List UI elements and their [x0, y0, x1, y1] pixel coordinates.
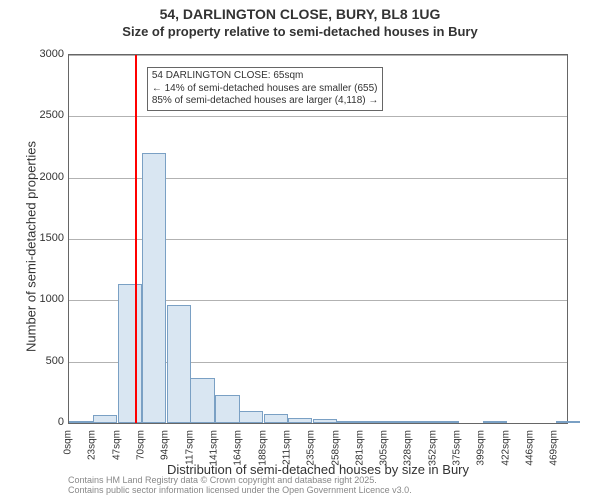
histogram-bar — [385, 421, 409, 423]
histogram-bar — [483, 421, 507, 423]
histogram-bar — [93, 415, 117, 423]
x-tick-label: 94sqm — [160, 430, 171, 460]
histogram-bar — [118, 284, 142, 423]
y-tick-label: 2500 — [34, 109, 64, 121]
annotation-box: 54 DARLINGTON CLOSE: 65sqm← 14% of semi-… — [147, 67, 384, 111]
x-tick-label: 258sqm — [330, 430, 341, 466]
histogram-bar — [264, 414, 288, 423]
x-tick-label: 446sqm — [525, 430, 536, 466]
histogram-bar — [337, 421, 361, 423]
x-tick-label: 281sqm — [354, 430, 365, 466]
property-marker-line — [135, 55, 137, 423]
plot-area: 54 DARLINGTON CLOSE: 65sqm← 14% of semi-… — [68, 54, 568, 424]
chart-subtitle: Size of property relative to semi-detach… — [0, 24, 600, 39]
y-tick-label: 500 — [34, 355, 64, 367]
histogram-bar — [215, 395, 239, 423]
x-tick-label: 211sqm — [281, 430, 292, 465]
histogram-bar — [556, 421, 580, 423]
x-tick-label: 164sqm — [233, 430, 244, 466]
histogram-bar — [434, 421, 458, 423]
x-tick-label: 235sqm — [306, 430, 317, 466]
x-tick-label: 399sqm — [476, 430, 487, 466]
histogram-bar — [239, 411, 263, 423]
x-tick-label: 23sqm — [87, 430, 98, 460]
x-tick-label: 422sqm — [500, 430, 511, 466]
x-tick-label: 188sqm — [257, 430, 268, 466]
y-axis-label-container: Number of semi-detached properties — [16, 54, 32, 424]
annotation-line-1: ← 14% of semi-detached houses are smalle… — [152, 83, 379, 96]
histogram-bar — [142, 153, 166, 423]
histogram-bar — [288, 418, 312, 423]
y-tick-label: 0 — [34, 416, 64, 428]
chart-root: 54, DARLINGTON CLOSE, BURY, BL8 1UG Size… — [0, 0, 600, 500]
histogram-bar — [361, 421, 385, 423]
x-tick-label: 328sqm — [403, 430, 414, 466]
y-tick-label: 3000 — [34, 48, 64, 60]
y-gridline — [69, 55, 567, 56]
x-tick-label: 352sqm — [427, 430, 438, 466]
x-tick-label: 469sqm — [549, 430, 560, 466]
x-tick-label: 47sqm — [111, 430, 122, 460]
attribution-footer: Contains HM Land Registry data © Crown c… — [68, 476, 412, 496]
histogram-bar — [409, 421, 433, 423]
histogram-bar — [313, 419, 337, 423]
chart-title: 54, DARLINGTON CLOSE, BURY, BL8 1UG — [0, 6, 600, 22]
y-tick-label: 2000 — [34, 171, 64, 183]
x-tick-label: 375sqm — [452, 430, 463, 466]
annotation-line-0: 54 DARLINGTON CLOSE: 65sqm — [152, 70, 379, 83]
x-tick-label: 117sqm — [184, 430, 195, 465]
x-tick-label: 141sqm — [208, 430, 219, 466]
x-tick-label: 305sqm — [379, 430, 390, 466]
y-tick-label: 1500 — [34, 232, 64, 244]
histogram-bar — [190, 378, 214, 423]
annotation-line-2: 85% of semi-detached houses are larger (… — [152, 95, 379, 108]
x-tick-label: 70sqm — [135, 430, 146, 460]
x-tick-label: 0sqm — [63, 430, 74, 454]
histogram-bar — [69, 421, 93, 423]
footer-line-2: Contains public sector information licen… — [68, 486, 412, 496]
histogram-bar — [167, 305, 191, 423]
y-gridline — [69, 116, 567, 117]
y-tick-label: 1000 — [34, 293, 64, 305]
